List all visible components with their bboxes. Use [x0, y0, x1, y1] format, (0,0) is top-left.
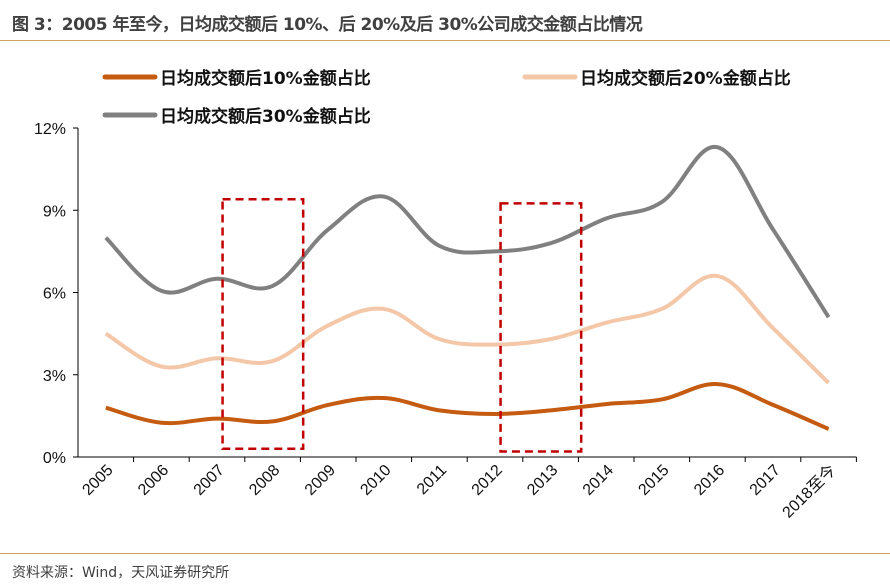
x-tick-label: 2005	[79, 462, 116, 499]
figure-title: 图 3：2005 年至今，日均成交额后 10%、后 20%及后 30%公司成交金…	[12, 15, 643, 35]
highlight-box	[221, 198, 305, 451]
header-divider	[0, 40, 890, 41]
footer-divider	[0, 553, 890, 554]
series-line-1	[105, 382, 830, 431]
x-tick-label: 2009	[302, 462, 339, 499]
y-tick-label: 6%	[43, 286, 66, 303]
x-tick-label: 2017	[747, 462, 784, 499]
legend-label: 日均成交额后30%金额占比	[160, 106, 371, 127]
y-tick-label: 3%	[43, 368, 66, 385]
x-tick-label: 2012	[469, 462, 506, 499]
legend-label: 日均成交额后10%金额占比	[160, 68, 371, 89]
series-line-3	[104, 145, 831, 319]
y-tick-label: 9%	[43, 203, 66, 220]
x-tick-label: 2014	[580, 462, 617, 499]
x-tick-label: 2010	[357, 462, 394, 499]
series-line-2	[104, 273, 831, 385]
highlight-box	[499, 202, 583, 453]
x-tick-label: 2013	[524, 462, 561, 499]
x-tick-label: 2007	[191, 462, 228, 499]
x-tick-label: 2015	[635, 462, 672, 499]
x-tick-label: 2006	[135, 462, 172, 499]
legend-label: 日均成交额后20%金额占比	[580, 68, 791, 89]
x-tick-label: 2011	[414, 462, 450, 498]
y-tick-label: 0%	[43, 450, 66, 467]
x-tick-label: 2016	[691, 462, 728, 499]
source-note: 资料来源：Wind，天风证券研究所	[12, 565, 230, 581]
y-tick-label: 12%	[34, 121, 66, 138]
x-tick-label: 2008	[246, 462, 283, 499]
x-tick-label: 2018至今	[779, 461, 840, 522]
